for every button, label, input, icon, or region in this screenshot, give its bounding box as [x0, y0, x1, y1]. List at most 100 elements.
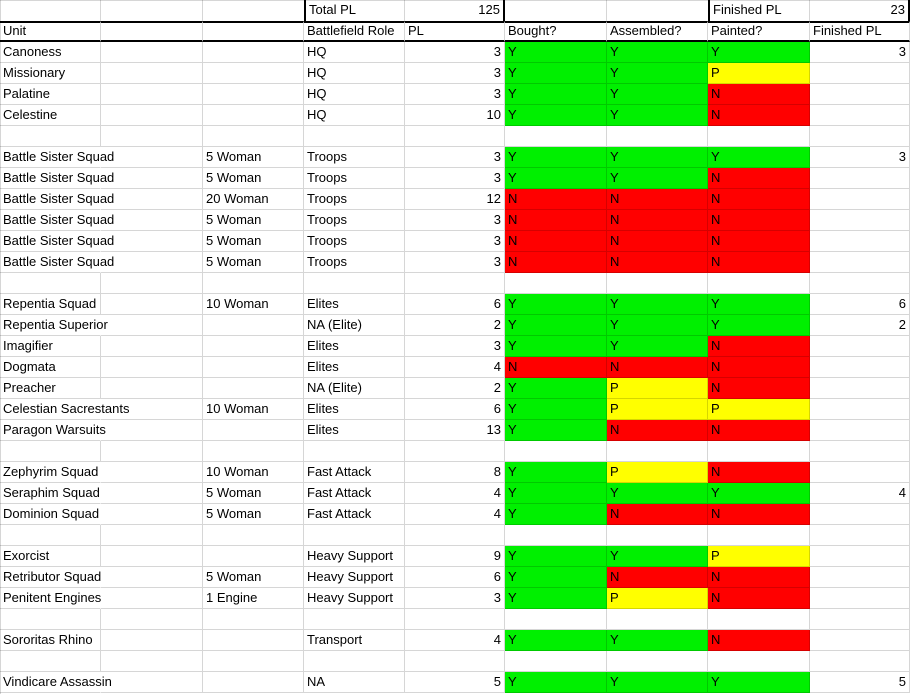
- cell-assembled[interactable]: Y: [607, 42, 708, 63]
- cell-bought[interactable]: [505, 126, 607, 147]
- cell-unit[interactable]: Repentia Squad: [0, 294, 101, 315]
- cell-b[interactable]: [101, 336, 203, 357]
- cell-size[interactable]: [203, 609, 304, 630]
- cell-b[interactable]: [101, 651, 203, 672]
- cell-b[interactable]: [101, 525, 203, 546]
- cell-unit[interactable]: Celestian Sacrestants: [0, 399, 129, 420]
- cell-pl[interactable]: [405, 525, 505, 546]
- header-role[interactable]: Battlefield Role: [304, 21, 405, 42]
- cell-role[interactable]: Troops: [304, 210, 405, 231]
- cell-bought[interactable]: [505, 651, 607, 672]
- cell-size[interactable]: [203, 273, 304, 294]
- cell-size[interactable]: 5 Woman: [203, 168, 304, 189]
- cell-size[interactable]: [203, 126, 304, 147]
- cell-role[interactable]: NA: [304, 672, 405, 693]
- cell-assembled[interactable]: N: [607, 252, 708, 273]
- cell-b[interactable]: [101, 504, 203, 525]
- cell-bought[interactable]: Y: [505, 168, 607, 189]
- cell-finished[interactable]: 3: [810, 42, 910, 63]
- cell-finished[interactable]: [810, 651, 910, 672]
- cell-assembled[interactable]: P: [607, 378, 708, 399]
- cell-unit[interactable]: Canoness: [0, 42, 101, 63]
- header-size[interactable]: [203, 21, 304, 42]
- cell-finished[interactable]: [810, 63, 910, 84]
- cell-role[interactable]: Troops: [304, 231, 405, 252]
- cell-pl[interactable]: 8: [405, 462, 505, 483]
- cell-assembled[interactable]: [607, 651, 708, 672]
- cell-role[interactable]: Troops: [304, 147, 405, 168]
- cell-pl[interactable]: 2: [405, 378, 505, 399]
- cell-painted[interactable]: N: [708, 357, 810, 378]
- cell-pl[interactable]: [405, 126, 505, 147]
- cell-bought[interactable]: N: [505, 357, 607, 378]
- cell-b[interactable]: [101, 294, 203, 315]
- cell-b[interactable]: [101, 63, 203, 84]
- cell-painted[interactable]: N: [708, 105, 810, 126]
- cell-finished[interactable]: [810, 504, 910, 525]
- cell-size[interactable]: [203, 441, 304, 462]
- cell-pl[interactable]: [405, 609, 505, 630]
- cell-bought[interactable]: [505, 273, 607, 294]
- cell-pl[interactable]: 10: [405, 105, 505, 126]
- cell-finished[interactable]: [810, 378, 910, 399]
- cell-painted[interactable]: Y: [708, 672, 810, 693]
- cell-pl[interactable]: [405, 651, 505, 672]
- cell-bought[interactable]: Y: [505, 462, 607, 483]
- cell-role[interactable]: [304, 441, 405, 462]
- cell-unit[interactable]: Battle Sister Squad: [0, 168, 114, 189]
- cell-unit[interactable]: [0, 441, 101, 462]
- cell-role[interactable]: Troops: [304, 189, 405, 210]
- cell-painted[interactable]: Y: [708, 315, 810, 336]
- cell-bought[interactable]: N: [505, 252, 607, 273]
- cell-pl[interactable]: 6: [405, 567, 505, 588]
- cell-size[interactable]: [203, 378, 304, 399]
- cell-assembled[interactable]: N: [607, 231, 708, 252]
- cell-unit[interactable]: Retributor Squad: [0, 567, 101, 588]
- cell-assembled[interactable]: N: [607, 357, 708, 378]
- cell-finished[interactable]: 5: [810, 672, 910, 693]
- cell-painted[interactable]: [708, 126, 810, 147]
- cell-unit[interactable]: Exorcist: [0, 546, 101, 567]
- cell-assembled[interactable]: P: [607, 588, 708, 609]
- header-assembled[interactable]: Assembled?: [607, 21, 708, 42]
- cell-size[interactable]: [203, 105, 304, 126]
- cell-finished[interactable]: 2: [810, 315, 910, 336]
- cell-role[interactable]: Troops: [304, 252, 405, 273]
- cell-role[interactable]: Heavy Support: [304, 546, 405, 567]
- cell-assembled[interactable]: Y: [607, 147, 708, 168]
- cell-f1[interactable]: [505, 0, 607, 21]
- cell-size[interactable]: 5 Woman: [203, 147, 304, 168]
- cell-painted[interactable]: N: [708, 84, 810, 105]
- cell-pl[interactable]: [405, 441, 505, 462]
- cell-bought[interactable]: Y: [505, 483, 607, 504]
- cell-painted[interactable]: Y: [708, 483, 810, 504]
- cell-finished[interactable]: [810, 189, 910, 210]
- cell-role[interactable]: Elites: [304, 357, 405, 378]
- cell-finished[interactable]: [810, 609, 910, 630]
- cell-finished[interactable]: [810, 336, 910, 357]
- cell-size[interactable]: 5 Woman: [203, 252, 304, 273]
- cell-finished[interactable]: [810, 441, 910, 462]
- cell-assembled[interactable]: N: [607, 189, 708, 210]
- cell-pl[interactable]: 6: [405, 399, 505, 420]
- header-unit[interactable]: Unit: [0, 21, 101, 42]
- cell-painted[interactable]: N: [708, 420, 810, 441]
- cell-size[interactable]: 5 Woman: [203, 483, 304, 504]
- cell-assembled[interactable]: N: [607, 567, 708, 588]
- header-pl[interactable]: PL: [405, 21, 505, 42]
- cell-unit[interactable]: [0, 273, 101, 294]
- cell-b[interactable]: [101, 630, 203, 651]
- finished-pl-total-value[interactable]: 23: [810, 0, 910, 21]
- cell-b1[interactable]: [101, 0, 203, 21]
- cell-painted[interactable]: N: [708, 567, 810, 588]
- cell-size[interactable]: [203, 84, 304, 105]
- cell-finished[interactable]: [810, 630, 910, 651]
- cell-role[interactable]: Fast Attack: [304, 504, 405, 525]
- cell-role[interactable]: Elites: [304, 294, 405, 315]
- cell-painted[interactable]: [708, 441, 810, 462]
- cell-assembled[interactable]: [607, 441, 708, 462]
- cell-pl[interactable]: 3: [405, 84, 505, 105]
- cell-assembled[interactable]: Y: [607, 630, 708, 651]
- cell-assembled[interactable]: Y: [607, 105, 708, 126]
- cell-unit[interactable]: Battle Sister Squad: [0, 147, 114, 168]
